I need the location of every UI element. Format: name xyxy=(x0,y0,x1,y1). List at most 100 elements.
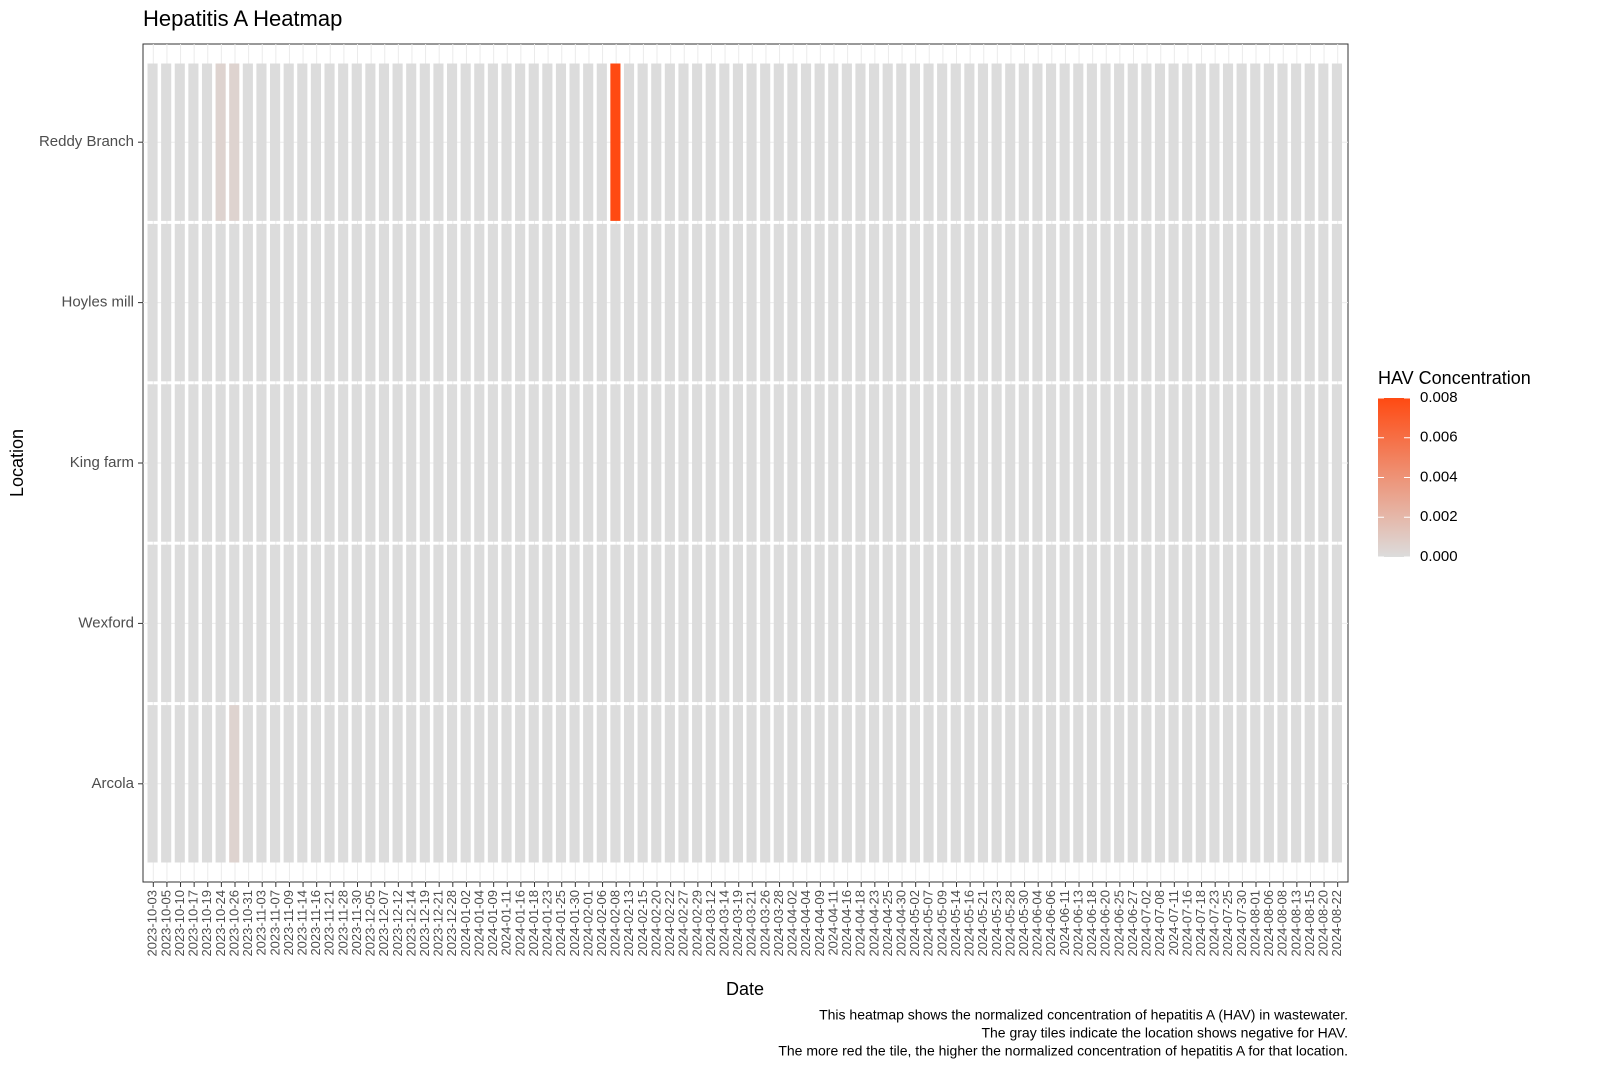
heat-tile xyxy=(147,63,158,221)
heat-tile xyxy=(1331,223,1342,382)
heat-tile xyxy=(174,223,185,382)
heat-tile xyxy=(1263,384,1274,542)
heat-tile xyxy=(760,223,771,382)
heat-tile xyxy=(515,63,526,221)
heat-tile xyxy=(705,705,716,863)
heat-tile xyxy=(501,223,512,382)
heat-tile xyxy=(378,544,390,703)
x-tick-label: 2024-02-27 xyxy=(676,890,691,957)
heat-tile xyxy=(283,63,294,221)
heat-tile xyxy=(705,223,716,382)
heat-tile xyxy=(147,544,158,703)
heat-tile xyxy=(1304,384,1315,542)
x-tick-label: 2024-01-25 xyxy=(553,890,568,957)
heat-tile xyxy=(242,705,253,863)
heat-tile xyxy=(950,63,961,221)
y-tick-label: Reddy Branch xyxy=(39,133,134,150)
heat-tile xyxy=(1073,705,1084,863)
heat-tile xyxy=(1182,384,1193,542)
heat-tile xyxy=(719,544,730,703)
x-tick-label: 2023-10-17 xyxy=(186,890,201,957)
heat-tile xyxy=(787,63,798,221)
heat-tile xyxy=(964,544,975,703)
heat-tile xyxy=(977,544,989,703)
heat-tile xyxy=(338,384,349,542)
heat-tile xyxy=(678,544,689,703)
x-tick-label: 2024-05-21 xyxy=(975,890,990,957)
heat-tile xyxy=(692,705,703,863)
heat-tile xyxy=(746,63,757,221)
heat-tile xyxy=(732,223,743,382)
heat-tile xyxy=(1100,384,1111,542)
x-tick-label: 2024-04-23 xyxy=(866,890,881,957)
heat-tile xyxy=(787,223,798,382)
heat-tile xyxy=(583,544,594,703)
heat-tile xyxy=(1168,544,1179,703)
x-tick-label: 2024-05-02 xyxy=(907,890,922,957)
heat-tile xyxy=(433,384,444,542)
caption: The gray tiles indicate the location sho… xyxy=(981,1025,1348,1041)
x-tick-label: 2023-11-21 xyxy=(322,890,337,956)
x-tick-label: 2024-03-19 xyxy=(730,890,745,957)
heat-tile xyxy=(1114,63,1125,221)
heat-tile xyxy=(447,384,458,542)
x-tick-label: 2023-11-28 xyxy=(335,890,350,956)
heat-tile xyxy=(447,705,458,863)
heat-tile xyxy=(814,223,825,382)
heat-tile xyxy=(828,544,839,703)
heat-tile xyxy=(814,544,825,703)
heat-tile xyxy=(1209,63,1220,221)
x-tick-label: 2024-06-27 xyxy=(1125,890,1140,957)
heat-tile xyxy=(841,63,852,221)
heat-tile xyxy=(1168,223,1179,382)
heat-tile xyxy=(487,384,498,542)
heat-tile xyxy=(569,63,580,221)
heat-tile xyxy=(174,384,185,542)
heat-tile xyxy=(814,384,825,542)
heat-tile xyxy=(1005,384,1016,542)
heat-tile xyxy=(596,544,607,703)
heat-tile xyxy=(692,544,703,703)
heat-tile xyxy=(1236,223,1247,382)
heat-tile xyxy=(188,544,199,703)
heat-tile xyxy=(1141,384,1152,542)
heat-tile xyxy=(501,544,512,703)
heat-tile xyxy=(174,705,185,863)
heat-tile xyxy=(977,63,989,221)
x-tick-label: 2024-02-13 xyxy=(621,890,636,957)
heat-tile xyxy=(256,544,267,703)
x-tick-label: 2023-10-24 xyxy=(213,890,228,957)
heat-tile xyxy=(1127,705,1138,863)
heat-tile xyxy=(800,384,812,542)
x-tick-label: 2023-12-21 xyxy=(431,890,446,957)
heat-tile xyxy=(555,705,567,863)
heat-tile xyxy=(1291,544,1302,703)
heat-tile xyxy=(419,63,430,221)
heat-tile xyxy=(923,63,934,221)
heat-tile xyxy=(1291,705,1302,863)
heat-tile xyxy=(555,544,567,703)
x-tick-label: 2024-02-08 xyxy=(608,890,623,957)
x-tick-label: 2024-04-09 xyxy=(812,890,827,957)
heat-tile xyxy=(1154,705,1166,863)
heat-tile xyxy=(773,384,784,542)
heat-tile xyxy=(732,63,743,221)
heat-tile xyxy=(378,223,390,382)
heat-tile xyxy=(174,63,185,221)
colorbar-tick-label: 0.000 xyxy=(1420,548,1458,565)
heat-tile xyxy=(909,384,920,542)
heat-tile xyxy=(1154,63,1166,221)
x-tick-label: 2024-06-18 xyxy=(1084,890,1099,957)
heat-tile xyxy=(324,544,335,703)
heat-tile xyxy=(1195,705,1206,863)
heat-tile xyxy=(991,223,1002,382)
x-tick-label: 2024-05-07 xyxy=(921,890,936,957)
heat-tile xyxy=(869,384,880,542)
heat-tile xyxy=(678,63,689,221)
heat-tile xyxy=(1073,223,1084,382)
heat-tile xyxy=(746,705,757,863)
heat-tile xyxy=(991,705,1002,863)
chart-title: Hepatitis A Heatmap xyxy=(143,6,342,31)
heat-tile xyxy=(828,705,839,863)
